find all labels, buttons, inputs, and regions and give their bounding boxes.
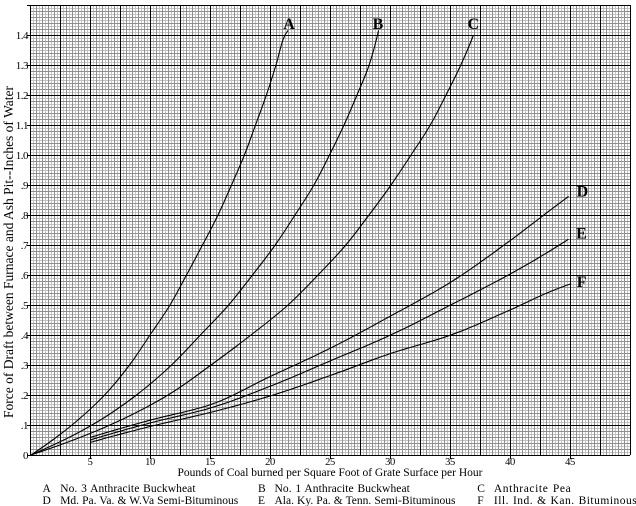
svg-text:15: 15 xyxy=(205,457,215,468)
svg-text:1.1: 1.1 xyxy=(16,120,28,132)
svg-text:Force of Draft between Furnace: Force of Draft between Furnace and Ash P… xyxy=(1,86,16,418)
svg-text:No. 1 Anthracite Buckwheat: No. 1 Anthracite Buckwheat xyxy=(275,483,411,495)
svg-text:A: A xyxy=(283,16,295,33)
svg-text:Md. Pa. Va. & W.Va Semi-Bitumi: Md. Pa. Va. & W.Va Semi-Bituminous xyxy=(60,495,239,506)
svg-text:.4: .4 xyxy=(21,330,29,342)
svg-text:1.3: 1.3 xyxy=(16,60,29,72)
svg-text:30: 30 xyxy=(385,457,395,468)
svg-text:10: 10 xyxy=(145,457,155,468)
svg-text:E: E xyxy=(576,225,587,242)
svg-text:.1: .1 xyxy=(21,420,28,432)
svg-text:.9: .9 xyxy=(21,180,29,192)
svg-text:A: A xyxy=(43,483,52,495)
svg-text:Anthracite Pea: Anthracite Pea xyxy=(494,483,571,495)
svg-text:Ill. Ind. & Kan. Bituminous: Ill. Ind. & Kan. Bituminous xyxy=(494,495,636,506)
svg-text:35: 35 xyxy=(445,457,455,468)
svg-text:.7: .7 xyxy=(21,240,29,252)
svg-text:.6: .6 xyxy=(21,270,29,282)
svg-text:45: 45 xyxy=(565,457,575,468)
svg-text:C: C xyxy=(477,483,485,495)
svg-text:F: F xyxy=(477,495,483,506)
svg-text:1.4: 1.4 xyxy=(16,30,29,42)
svg-text:Ala. Ky. Pa. & Tenn. Semi-Bitu: Ala. Ky. Pa. & Tenn. Semi-Bituminous xyxy=(275,495,457,506)
svg-text:.8: .8 xyxy=(21,210,29,222)
svg-text:Pounds of Coal burned per Squa: Pounds of Coal burned per Square Foot of… xyxy=(178,467,483,479)
svg-text:20: 20 xyxy=(265,457,275,468)
svg-text:C: C xyxy=(468,16,480,33)
svg-text:D: D xyxy=(577,184,589,201)
svg-text:No. 3 Anthracite Buckwheat: No. 3 Anthracite Buckwheat xyxy=(60,483,196,495)
svg-text:25: 25 xyxy=(325,457,335,468)
svg-text:E: E xyxy=(258,495,265,506)
svg-text:B: B xyxy=(373,16,384,33)
svg-text:D: D xyxy=(43,495,51,506)
svg-text:.3: .3 xyxy=(21,360,29,372)
svg-text:.5: .5 xyxy=(21,300,29,312)
svg-text:0: 0 xyxy=(23,450,29,462)
svg-text:.2: .2 xyxy=(21,390,28,402)
svg-text:1.0: 1.0 xyxy=(16,150,29,162)
svg-text:B: B xyxy=(258,483,266,495)
svg-text:F: F xyxy=(577,274,587,291)
svg-text:1.2: 1.2 xyxy=(16,90,28,102)
svg-text:5: 5 xyxy=(88,457,93,468)
svg-text:40: 40 xyxy=(505,457,515,468)
